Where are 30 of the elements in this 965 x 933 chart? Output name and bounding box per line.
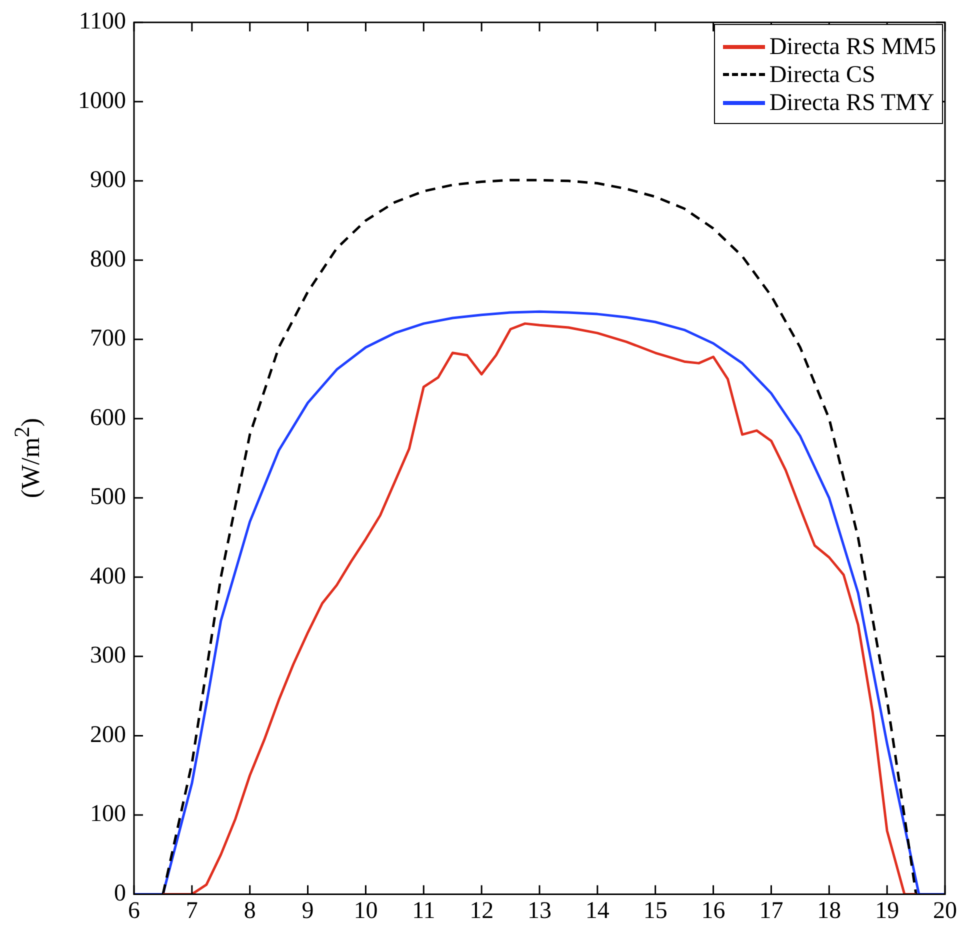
y-tick-label: 300	[90, 642, 126, 669]
y-tick-label: 700	[90, 326, 126, 352]
x-tick-label: 19	[875, 898, 900, 924]
y-tick-label: 0	[114, 880, 126, 906]
x-tick-label: 12	[470, 898, 494, 924]
x-tick-label: 9	[302, 898, 314, 924]
legend-label: Directa RS MM5	[769, 33, 936, 62]
x-tick-label: 16	[701, 898, 726, 924]
legend-label: Directa CS	[769, 61, 876, 90]
x-tick-label: 8	[244, 898, 256, 924]
y-tick-label: 200	[90, 722, 126, 748]
y-tick-label: 1100	[78, 8, 126, 35]
y-tick-label: 500	[90, 484, 126, 510]
y-tick-label: 1000	[78, 88, 126, 114]
y-tick-label: 800	[90, 246, 126, 272]
x-tick-label: 13	[528, 898, 552, 924]
y-tick-label: 100	[90, 801, 126, 828]
x-tick-label: 11	[412, 898, 436, 924]
x-tick-label: 17	[759, 898, 784, 924]
x-tick-label: 15	[643, 898, 668, 924]
y-tick-label: 600	[90, 404, 126, 431]
x-tick-label: 10	[354, 898, 378, 924]
legend-label: Directa RS TMY	[769, 89, 934, 118]
y-tick-label: 900	[90, 167, 126, 194]
y-tick-label: 400	[90, 563, 126, 590]
x-tick-label: 18	[817, 898, 842, 924]
x-tick-label: 14	[585, 898, 610, 924]
x-tick-label: 20	[933, 898, 957, 924]
x-tick-label: 6	[128, 898, 140, 924]
x-tick-label: 7	[186, 898, 198, 924]
